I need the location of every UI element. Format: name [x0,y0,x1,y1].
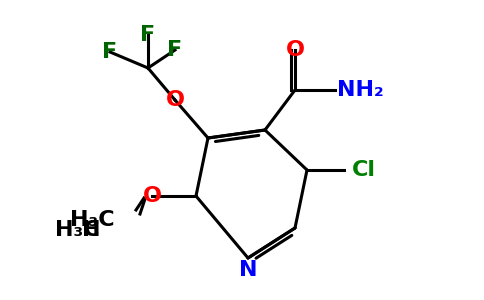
Text: O: O [286,40,304,60]
Text: H: H [81,220,100,240]
Text: F: F [140,25,155,45]
Text: O: O [142,186,162,206]
Text: O: O [166,90,184,110]
Text: H₃C: H₃C [55,220,100,240]
Text: N: N [239,260,257,280]
Text: Cl: Cl [352,160,376,180]
Text: F: F [103,42,118,62]
Text: H₃C: H₃C [70,210,115,230]
Text: F: F [167,40,182,60]
Text: NH₂: NH₂ [337,80,384,100]
